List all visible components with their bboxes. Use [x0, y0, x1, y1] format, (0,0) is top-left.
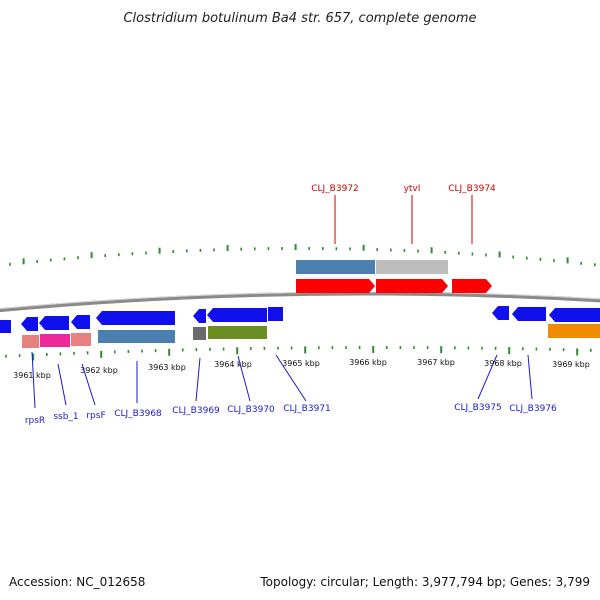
gene-label-clj-b3972[interactable]: CLJ_B3972 [311, 184, 359, 194]
gene-label-clj-b3968[interactable]: CLJ_B3968 [114, 409, 162, 419]
cds-arrow-clj-b3971[interactable] [268, 307, 283, 321]
gene-label-ytvi[interactable]: ytvI [404, 184, 421, 194]
feature-olive-clj-b3970[interactable] [208, 326, 267, 339]
feature-gray-ytvi[interactable] [376, 260, 448, 274]
cds-arrow-partial-left[interactable] [0, 320, 11, 333]
leader-line [477, 354, 498, 400]
leader-line [275, 354, 307, 402]
leader-line [57, 363, 67, 406]
scale-label: 3964 kbp [214, 360, 252, 369]
reverse-feature-track [0, 306, 600, 348]
forward-gene-labels: CLJ_B3972 ytvI CLJ_B3974 [311, 184, 496, 244]
leader-line [81, 363, 96, 406]
feature-orange-right[interactable] [548, 324, 600, 338]
gene-label-clj-b3970[interactable]: CLJ_B3970 [227, 405, 275, 415]
scale-label: 3965 kbp [282, 359, 320, 368]
forward-scale-ticks [9, 244, 596, 267]
cds-arrow-rpsf[interactable] [71, 315, 90, 329]
gene-label-clj-b3971[interactable]: CLJ_B3971 [283, 404, 331, 414]
gene-label-ssb1[interactable]: ssb_1 [53, 412, 78, 422]
scale-label: 3967 kbp [417, 358, 455, 367]
scale-label: 3963 kbp [148, 363, 186, 372]
cds-arrow-partial-right[interactable] [549, 308, 600, 322]
cds-arrow-clj-b3976[interactable] [512, 307, 546, 321]
gene-label-rpsf[interactable]: rpsF [86, 411, 105, 421]
gene-label-clj-b3974[interactable]: CLJ_B3974 [448, 184, 496, 194]
cds-arrow-rpsr[interactable] [21, 317, 38, 331]
kbp-scale-labels: 3961 kbp 3962 kbp 3963 kbp 3964 kbp 3965… [13, 358, 590, 380]
gene-label-clj-b3976[interactable]: CLJ_B3976 [509, 404, 557, 414]
gene-label-clj-b3975[interactable]: CLJ_B3975 [454, 403, 502, 413]
reverse-gene-labels: rpsR ssb_1 rpsF CLJ_B3968 CLJ_B3969 CLJ_… [25, 351, 557, 426]
cds-arrow-clj-b3970[interactable] [207, 308, 267, 322]
gene-label-clj-b3969[interactable]: CLJ_B3969 [172, 406, 220, 416]
cds-arrow-ytvi[interactable] [376, 279, 448, 293]
genome-summary-text: Topology: circular; Length: 3,977,794 bp… [259, 575, 590, 589]
leader-line [527, 354, 533, 400]
reverse-scale-ticks [5, 346, 592, 361]
genome-title: Clostridium botulinum Ba4 str. 657, comp… [123, 11, 476, 26]
scale-label: 3968 kbp [484, 359, 522, 368]
leader-line [195, 357, 201, 402]
feature-darkgray-clj-b3969[interactable] [193, 327, 206, 340]
feature-pink-rpsf[interactable] [71, 333, 91, 346]
cds-arrow-clj-b3968[interactable] [96, 311, 175, 325]
gene-label-rpsr[interactable]: rpsR [25, 416, 45, 426]
cds-arrow-clj-b3972[interactable] [296, 279, 375, 293]
cds-arrow-clj-b3974[interactable] [452, 279, 492, 293]
scale-label: 3961 kbp [13, 371, 51, 380]
feature-pink-rpsr[interactable] [22, 335, 39, 348]
scale-label: 3962 kbp [80, 366, 118, 375]
accession-text: Accession: NC_012658 [9, 575, 145, 589]
cds-arrow-clj-b3975[interactable] [492, 306, 509, 320]
forward-feature-track [296, 260, 492, 293]
leader-line [237, 355, 251, 402]
feature-magenta-ssb1[interactable] [40, 334, 70, 347]
cds-arrow-ssb1[interactable] [39, 316, 69, 330]
genome-backbone [0, 291, 600, 313]
cds-arrow-clj-b3969[interactable] [193, 309, 206, 323]
scale-label: 3969 kbp [552, 360, 590, 369]
scale-label: 3966 kbp [349, 358, 387, 367]
leader-line [31, 351, 36, 409]
feature-blue-clj-b3968[interactable] [98, 330, 175, 343]
feature-blue-clj-b3972[interactable] [296, 260, 375, 274]
